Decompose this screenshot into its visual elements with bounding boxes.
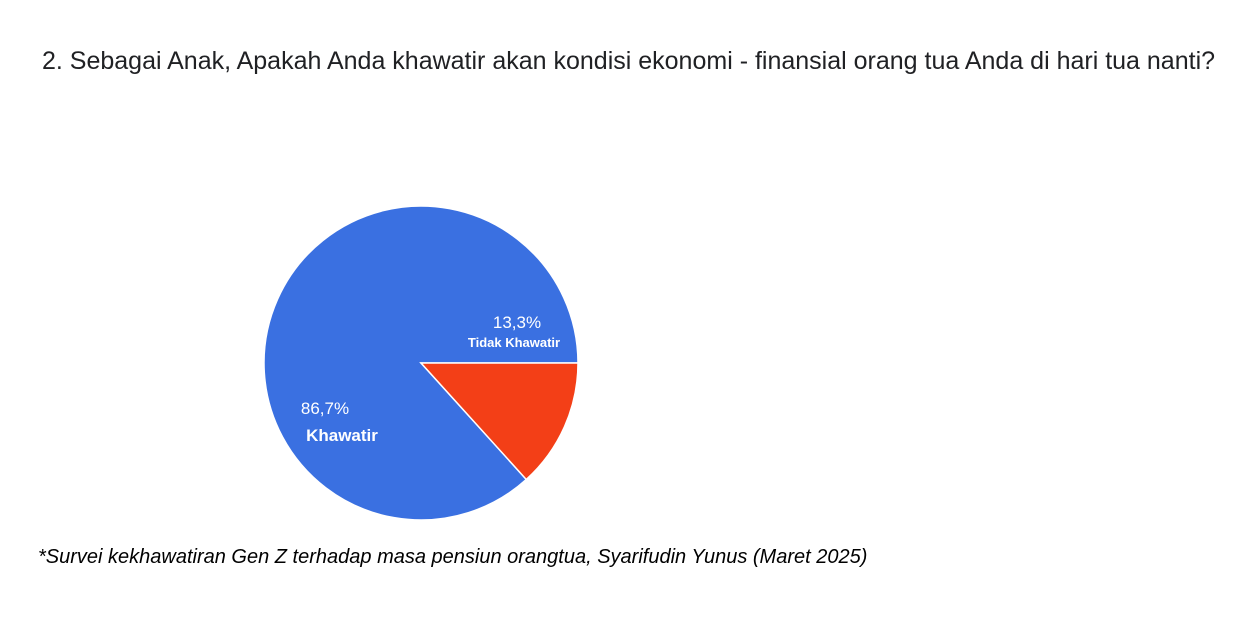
slice-name-label-tidak-khawatir: Tidak Khawatir bbox=[468, 335, 560, 350]
slice-name-label-khawatir: Khawatir bbox=[306, 426, 378, 445]
slice-value-label-tidak-khawatir: 13,3% bbox=[493, 313, 541, 332]
pie-slices bbox=[263, 205, 579, 521]
source-footnote: *Survei kekhawatiran Gen Z terhadap masa… bbox=[38, 546, 868, 568]
chart-title: 2. Sebagai Anak, Apakah Anda khawatir ak… bbox=[42, 47, 1216, 75]
pie-slice-tidak-khawatir bbox=[419, 362, 579, 481]
slice-value-label-khawatir: 86,7% bbox=[301, 399, 349, 418]
